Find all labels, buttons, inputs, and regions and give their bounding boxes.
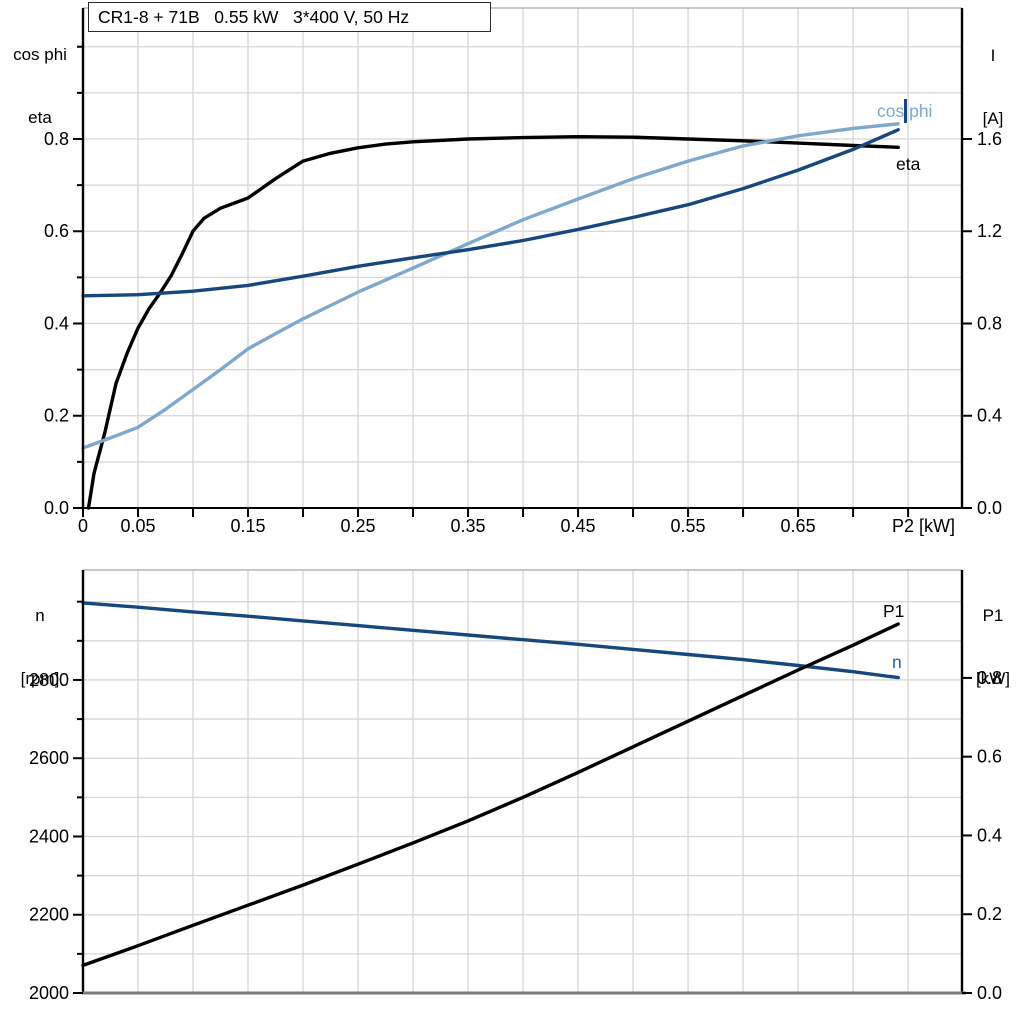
left-tick-label: 2200 bbox=[29, 905, 69, 925]
x-tick-label: 0.15 bbox=[230, 516, 265, 536]
left-tick-label: 0.2 bbox=[44, 406, 69, 426]
right-tick-label: 0.4 bbox=[977, 825, 1002, 845]
eta-axis-label: eta bbox=[28, 108, 52, 127]
current-axis-label: I bbox=[990, 46, 996, 65]
top-left-axis-label: cos phi eta bbox=[0, 2, 80, 170]
x-tick-label: 0.45 bbox=[561, 516, 596, 536]
current-unit-label: [A] bbox=[982, 109, 1004, 128]
speed-axis-label: n bbox=[35, 606, 45, 625]
x-tick-label: 0 bbox=[78, 516, 88, 536]
P1-curve bbox=[81, 622, 900, 968]
eta-curve bbox=[86, 135, 900, 510]
I-curve bbox=[81, 128, 900, 298]
right-tick-label: 0.8 bbox=[977, 313, 1002, 333]
cos-phi-curve bbox=[81, 122, 900, 450]
cos-phi-axis-label: cos phi bbox=[13, 45, 67, 64]
x-tick-label: 0.65 bbox=[781, 516, 816, 536]
x-tick-label: 0.05 bbox=[120, 516, 155, 536]
bottom-left-axis-label: n [rpm] bbox=[0, 563, 80, 731]
left-tick-label: 0.4 bbox=[44, 313, 69, 333]
n-curve-label: n bbox=[892, 652, 902, 672]
speed-unit-label: [rpm] bbox=[20, 669, 60, 688]
left-tick-label: 0.6 bbox=[44, 221, 69, 241]
P1-curve-label: P1 bbox=[883, 601, 904, 621]
top-right-axis-label: I [A] bbox=[963, 3, 1023, 171]
left-tick-label: 2000 bbox=[29, 983, 69, 1003]
right-tick-label: 1.6 bbox=[977, 129, 1002, 149]
right-tick-label: 1.2 bbox=[977, 221, 1002, 241]
left-tick-label: 0.8 bbox=[44, 129, 69, 149]
chart-title: CR1-8 + 71B 0.55 kW 3*400 V, 50 Hz bbox=[88, 2, 491, 32]
right-tick-label: 0.6 bbox=[977, 747, 1002, 767]
left-tick-label: 2600 bbox=[29, 748, 69, 768]
left-tick-label: 2800 bbox=[29, 670, 69, 690]
right-tick-label: 0.0 bbox=[977, 498, 1002, 518]
x-tick-label: 0.35 bbox=[451, 516, 486, 536]
bottom-right-axis-label: P1 [kW] bbox=[963, 563, 1023, 731]
x-tick-label: 0.25 bbox=[341, 516, 376, 536]
right-tick-label: 0.8 bbox=[977, 668, 1002, 688]
left-tick-label: 2400 bbox=[29, 826, 69, 846]
right-tick-label: 0.4 bbox=[977, 406, 1002, 426]
x-axis-title: P2 [kW] bbox=[892, 516, 955, 536]
right-tick-label: 0.0 bbox=[977, 983, 1002, 1003]
right-tick-label: 0.2 bbox=[977, 904, 1002, 924]
n-curve bbox=[81, 601, 900, 680]
x-tick-label: 0.55 bbox=[671, 516, 706, 536]
left-tick-label: 0.0 bbox=[44, 498, 69, 518]
p1-unit-label: [kW] bbox=[976, 669, 1010, 688]
p1-axis-label: P1 bbox=[982, 606, 1004, 625]
eta-curve-label: eta bbox=[896, 154, 921, 174]
